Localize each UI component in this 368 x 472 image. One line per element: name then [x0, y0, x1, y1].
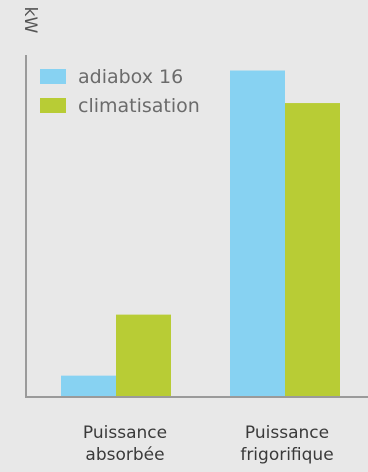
legend-item-climatisation: climatisation — [40, 91, 200, 120]
legend-item-adiabox: adiabox 16 — [40, 62, 200, 91]
legend-swatch-climatisation — [40, 98, 66, 113]
x-tick-line: Puissance — [82, 423, 168, 443]
x-tick-label-frigorifique: Puissance frigorifique — [212, 422, 362, 466]
x-tick-label-absorbee: Puissance absorbée — [50, 422, 200, 466]
x-tick-line: frigorifique — [240, 445, 334, 465]
x-tick-line: Puissance — [244, 423, 330, 443]
legend-label-climatisation: climatisation — [78, 94, 200, 117]
y-axis-label: kW — [20, 6, 40, 34]
legend-label-adiabox: adiabox 16 — [78, 65, 184, 88]
legend: adiabox 16 climatisation — [40, 62, 200, 120]
bars-group — [61, 70, 340, 396]
bar-adiabox-frigorifique — [230, 70, 285, 396]
bar-adiabox-absorbee — [61, 375, 116, 396]
bar-climatisation-absorbee — [116, 314, 171, 396]
x-tick-line: absorbée — [85, 445, 165, 465]
legend-swatch-adiabox — [40, 69, 66, 84]
bar-climatisation-frigorifique — [285, 103, 340, 396]
